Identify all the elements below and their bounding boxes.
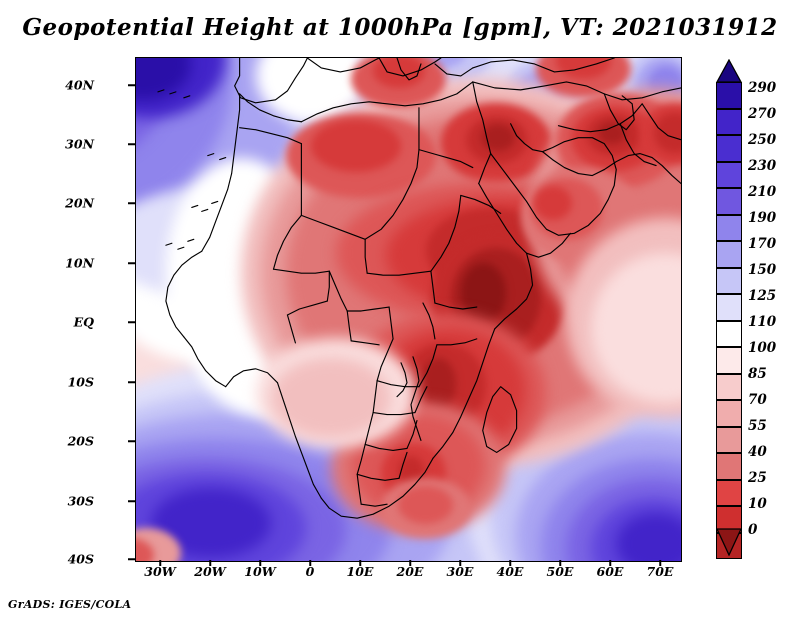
colorbar-min-arrow [716,528,742,556]
colorbar-band [716,479,742,506]
y-tick-mark [128,143,135,145]
y-tick-label: 10S [67,374,94,390]
colorbar-tick-label: 10 [748,496,767,512]
x-tick-label: 0 [305,564,315,579]
coastline-border-overlay [136,58,681,561]
colorbar-band [716,320,742,347]
colorbar-tick-label: 70 [748,392,767,408]
colorbar-tick-label: 25 [748,470,767,486]
colorbar-tick-label: 125 [748,288,777,304]
colorbar-tick-label: 0 [748,522,758,538]
y-tick-label: 30S [67,493,94,509]
x-tick-mark [259,560,261,566]
colorbar-band [716,241,742,268]
colorbar-tick-label: 40 [748,444,767,460]
colorbar-band [716,82,742,109]
colorbar-band [716,161,742,188]
x-tick-mark [609,560,611,566]
colorbar-band [716,347,742,374]
attribution-footer: GrADS: IGES/COLA [8,598,132,611]
x-tick-label: 70E [646,564,674,579]
y-tick-label: 40N [65,77,94,93]
colorbar-band [716,373,742,400]
y-tick-mark [128,381,135,383]
x-tick-label: 60E [596,564,624,579]
x-tick-label: 10E [346,564,374,579]
colorbar-band [716,400,742,427]
x-tick-mark [359,560,361,566]
x-tick-mark [409,560,411,566]
y-tick-mark [128,321,135,323]
y-tick-mark [128,262,135,264]
map-plot-area [135,57,682,562]
colorbar-band [716,453,742,480]
x-tick-mark [159,560,161,566]
colorbar-band [716,506,742,533]
colorbar-tick-label: 230 [748,158,777,174]
y-tick-mark [128,440,135,442]
y-tick-label: EQ [73,314,94,330]
x-tick-mark [509,560,511,566]
colorbar-tick-label: 190 [748,210,777,226]
x-tick-mark [459,560,461,566]
colorbar-tick-label: 55 [748,418,767,434]
x-tick-label: 30E [446,564,474,579]
y-tick-mark [128,202,135,204]
colorbar-band [716,294,742,321]
colorbar-band [716,188,742,215]
colorbar-tick-label: 85 [748,366,767,382]
colorbar-tick-label: 110 [748,314,777,330]
colorbar-tick-label: 270 [748,106,777,122]
x-tick-label: 50E [546,564,574,579]
colorbar-max-arrow [716,59,742,83]
colorbar-tick-label: 150 [748,262,777,278]
x-tick-mark [309,560,311,566]
x-tick-mark [559,560,561,566]
colorbar-bands [716,82,742,559]
y-tick-mark [128,500,135,502]
figure-title: Geopotential Height at 1000hPa [gpm], VT… [22,14,778,41]
y-tick-label: 20N [65,195,94,211]
x-tick-label: 10W [244,564,276,579]
colorbar-tick-label: 290 [748,80,777,96]
x-tick-label: 30W [144,564,176,579]
x-tick-label: 40E [496,564,524,579]
colorbar-band [716,108,742,135]
colorbar-band [716,267,742,294]
y-tick-mark [128,558,135,560]
y-tick-label: 20S [67,433,94,449]
colorbar-tick-label: 210 [748,184,777,200]
colorbar-tick-label: 170 [748,236,777,252]
colorbar-band [716,214,742,241]
colorbar-tick-label: 100 [748,340,777,356]
contour-fill-field [136,58,681,561]
x-tick-mark [659,560,661,566]
x-tick-label: 20E [396,564,424,579]
y-tick-label: 30N [65,136,94,152]
y-tick-mark [128,84,135,86]
y-tick-label: 10N [65,255,94,271]
x-tick-mark [209,560,211,566]
colorbar-tick-label: 250 [748,132,777,148]
colorbar-band [716,135,742,162]
y-tick-label: 40S [67,551,94,567]
x-tick-label: 20W [194,564,226,579]
colorbar-band [716,426,742,453]
